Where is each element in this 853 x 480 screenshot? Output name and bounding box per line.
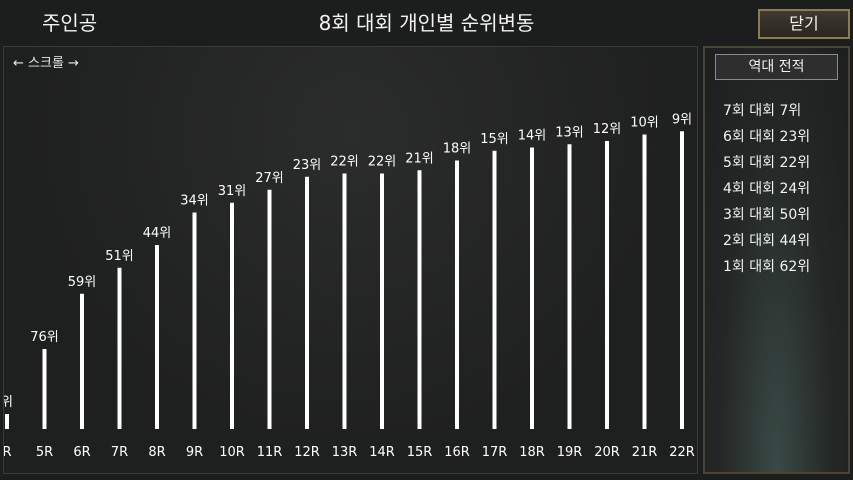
round-tick-label: 8R xyxy=(148,445,165,460)
rank-bar-4R xyxy=(5,414,9,429)
round-tick-label: 17R xyxy=(482,445,508,460)
history-item: 3회 대회 50위 xyxy=(723,207,811,223)
history-item: 4회 대회 24위 xyxy=(723,181,811,197)
header-left-label: 주인공 xyxy=(42,11,98,35)
rank-data-label: 59위 xyxy=(68,275,97,290)
scroll-hint: ← 스크롤 → xyxy=(13,56,79,71)
round-tick-label: 19R xyxy=(557,445,583,460)
history-item: 7회 대회 7위 xyxy=(723,103,802,119)
rank-data-label: 14위 xyxy=(518,129,547,144)
rank-data-label: 위 xyxy=(4,395,13,410)
rank-bar-5R xyxy=(42,349,47,429)
rank-data-label: 15위 xyxy=(480,132,509,147)
rank-data-label: 10위 xyxy=(630,116,659,131)
round-tick-label: 10R xyxy=(219,445,245,460)
round-tick-label: 12R xyxy=(294,445,320,460)
rank-bar-7R xyxy=(117,267,122,429)
round-tick-label: R xyxy=(4,445,12,460)
rank-bar-12R xyxy=(305,176,309,429)
rank-data-label: 12위 xyxy=(593,122,622,137)
rank-bar-21R xyxy=(642,134,647,429)
history-item: 5회 대회 22위 xyxy=(723,155,811,171)
round-tick-label: 15R xyxy=(407,445,433,460)
rank-data-label: 22위 xyxy=(330,155,359,170)
rank-bar-16R xyxy=(455,160,459,429)
rank-bar-13R xyxy=(342,173,347,429)
rank-bar-22R xyxy=(680,131,684,429)
rank-bar-6R xyxy=(80,293,84,429)
history-title: 역대 전적 xyxy=(715,54,838,80)
rank-bar-11R xyxy=(267,189,272,429)
rank-data-label: 22위 xyxy=(368,155,397,170)
rank-data-label: 27위 xyxy=(255,171,284,186)
rank-bar-9R xyxy=(192,212,197,429)
rank-data-label: 76위 xyxy=(30,330,59,345)
history-panel: 역대 전적 7회 대회 7위 6회 대회 23위 5회 대회 22위 4회 대회… xyxy=(703,46,850,474)
rank-bar-8R xyxy=(155,245,159,429)
round-tick-label: 22R xyxy=(669,445,695,460)
rank-data-label: 21위 xyxy=(405,151,434,166)
rank-bar-17R xyxy=(492,150,497,429)
rank-bar-15R xyxy=(417,170,422,429)
round-tick-label: 14R xyxy=(369,445,395,460)
rank-data-label: 44위 xyxy=(143,226,172,241)
history-item: 2회 대회 44위 xyxy=(723,233,811,249)
close-button[interactable]: 닫기 xyxy=(758,9,850,39)
round-tick-label: 9R xyxy=(186,445,203,460)
rank-chart-panel[interactable]: ← 스크롤 → 위 R 76위 5R 59위 6R 51위 7R 44위 8R 34위 9R 31위 10… xyxy=(3,46,698,474)
rank-bar-chart: 위 R 76위 5R 59위 6R 51위 7R 44위 8R 34위 9R 31위 10R 27위 11R 2… xyxy=(4,112,695,460)
round-tick-label: 18R xyxy=(519,445,545,460)
round-tick-label: 20R xyxy=(594,445,620,460)
rank-bar-10R xyxy=(230,202,234,429)
round-tick-label: 7R xyxy=(111,445,128,460)
rank-bar-14R xyxy=(380,173,384,429)
rank-bar-19R xyxy=(567,144,572,429)
rank-data-label: 18위 xyxy=(443,142,472,157)
history-item: 1회 대회 62위 xyxy=(723,259,811,275)
rank-bar-18R xyxy=(530,147,534,429)
history-item: 6회 대회 23위 xyxy=(723,129,811,145)
rank-data-label: 51위 xyxy=(105,249,134,264)
history-list: 7회 대회 7위 6회 대회 23위 5회 대회 22위 4회 대회 24위 3… xyxy=(723,98,810,280)
round-tick-label: 13R xyxy=(332,445,358,460)
round-tick-label: 21R xyxy=(632,445,658,460)
round-tick-label: 11R xyxy=(257,445,283,460)
rank-data-label: 13위 xyxy=(555,125,584,140)
rank-data-label: 9위 xyxy=(672,112,692,127)
rank-bar-20R xyxy=(605,141,609,429)
rank-data-label: 31위 xyxy=(218,184,247,199)
page-title: 8회 대회 개인별 순위변동 xyxy=(318,11,535,35)
round-tick-label: 6R xyxy=(73,445,90,460)
round-tick-label: 16R xyxy=(444,445,470,460)
rank-data-label: 23위 xyxy=(293,158,322,173)
rank-data-label: 34위 xyxy=(180,194,209,209)
round-tick-label: 5R xyxy=(36,445,53,460)
